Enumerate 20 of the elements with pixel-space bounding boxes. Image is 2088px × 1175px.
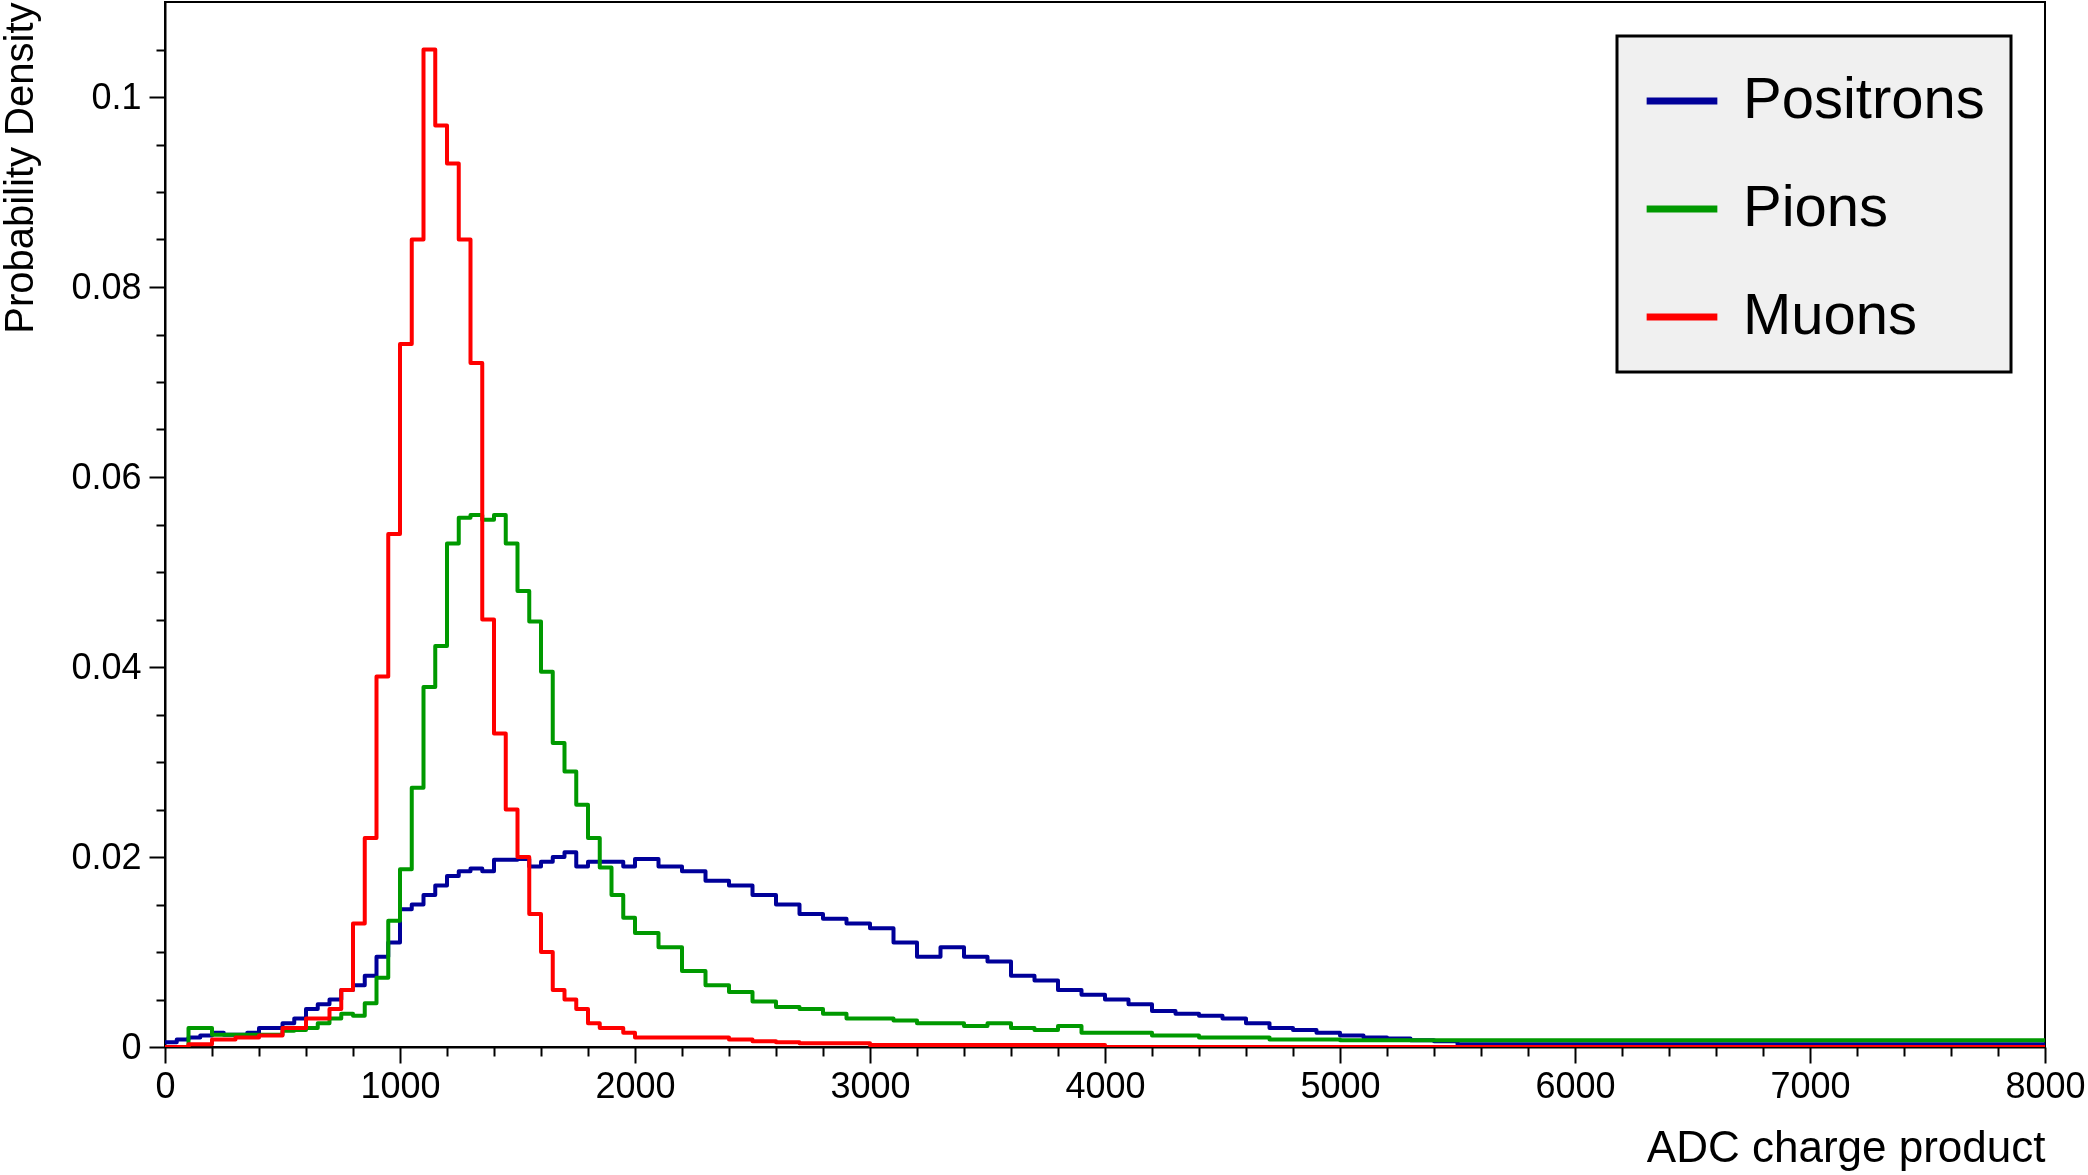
x-tick-label: 4000: [1065, 1064, 1146, 1106]
y-tick-label: 0.02: [71, 835, 142, 877]
y-axis-title: Probability Density: [0, 2, 42, 334]
x-tick-label: 6000: [1535, 1064, 1616, 1106]
x-tick-label: 3000: [830, 1064, 911, 1106]
y-tick-label: 0.04: [71, 645, 142, 687]
x-tick-label: 0: [155, 1064, 176, 1106]
x-tick-label: 1000: [360, 1064, 441, 1106]
y-tick-label: 0.08: [71, 265, 142, 307]
x-tick-label: 5000: [1300, 1064, 1381, 1106]
legend-label: Pions: [1743, 173, 1889, 238]
legend-label: Muons: [1743, 281, 1918, 346]
x-tick-label: 8000: [2005, 1064, 2086, 1106]
legend-label: Positrons: [1743, 65, 1985, 130]
x-axis-title: ADC charge product: [1646, 1121, 2046, 1171]
x-tick-label: 2000: [595, 1064, 676, 1106]
x-tick-label: 7000: [1770, 1064, 1851, 1106]
y-tick-label: 0.06: [71, 455, 142, 497]
y-tick-label: 0.1: [91, 75, 142, 117]
y-tick-label: 0: [121, 1025, 142, 1067]
